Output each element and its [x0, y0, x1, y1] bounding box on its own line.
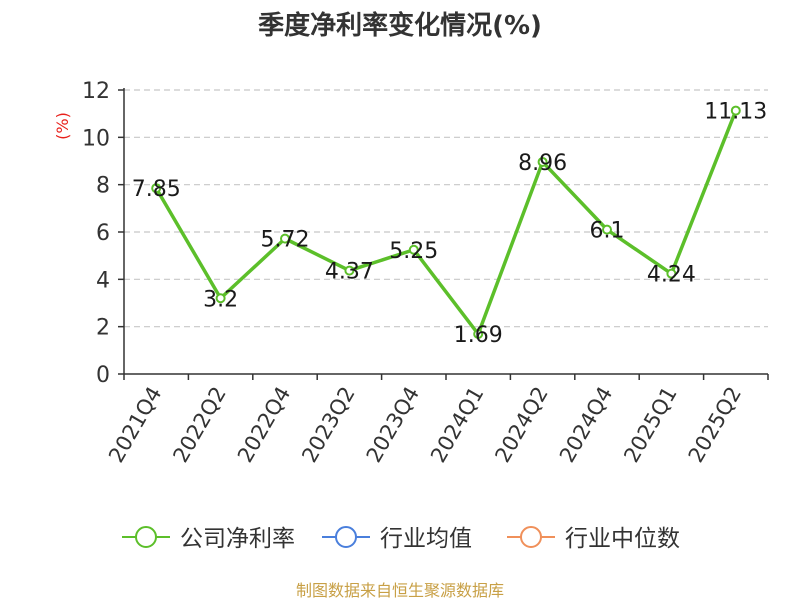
x-tick-label: 2023Q2 [297, 383, 359, 467]
data-point [602, 224, 612, 235]
data-label: 4.24 [647, 263, 696, 288]
x-tick-label: 2024Q4 [555, 383, 617, 467]
x-tick-label: 2025Q1 [619, 383, 681, 467]
data-point [473, 329, 484, 340]
legend-circle-marker [335, 526, 357, 548]
data-label: 7.85 [132, 177, 181, 202]
x-tick-label: 2022Q4 [233, 383, 295, 467]
y-tick-label: 12 [82, 79, 110, 104]
y-tick-label: 6 [96, 221, 110, 246]
data-point [537, 156, 548, 167]
data-label: 4.37 [325, 260, 374, 285]
legend-item-company[interactable]: 公司净利率 [122, 526, 295, 552]
legend-label: 行业均值 [380, 526, 472, 552]
legend-label: 公司净利率 [180, 526, 295, 552]
data-point [730, 105, 741, 116]
source-note: 制图数据来自恒生聚源数据库 [296, 581, 504, 600]
legend-item-industry-median[interactable]: 行业中位数 [507, 526, 680, 552]
series-line-company [154, 109, 738, 336]
x-tick-label: 2025Q2 [684, 383, 746, 467]
data-label: 1.69 [454, 323, 503, 348]
data-point [344, 265, 355, 276]
y-tick-label: 2 [96, 316, 110, 341]
data-label: 3.2 [203, 287, 238, 312]
x-tick-label: 2021Q4 [104, 383, 166, 467]
data-point [408, 244, 419, 255]
x-tick-label: 2024Q1 [426, 383, 488, 467]
x-tick-label: 2022Q2 [168, 383, 230, 467]
x-tick-label: 2023Q4 [362, 383, 424, 467]
data-label: 6.1 [590, 219, 625, 244]
data-point [666, 268, 677, 279]
data-labels: 7.85 3.2 5.72 4.37 5.25 1.69 8.96 6.1 4.24 11.13 [132, 100, 768, 348]
chart-title: 季度净利率变化情况(%) [258, 10, 542, 41]
data-label: 8.96 [518, 151, 567, 176]
data-label: 11.13 [704, 100, 767, 125]
y-tick-label: 4 [96, 268, 110, 293]
data-label: 5.72 [261, 228, 310, 253]
data-label: 5.25 [389, 239, 438, 264]
data-point [215, 293, 226, 304]
legend-item-industry-avg[interactable]: 行业均值 [322, 526, 472, 552]
legend-circle-marker [520, 526, 542, 548]
y-tick-label: 10 [82, 126, 110, 151]
legend-label: 行业中位数 [565, 526, 680, 552]
x-tick-label: 2024Q2 [490, 383, 552, 467]
data-point [151, 183, 162, 194]
y-axis-label: (%) [53, 112, 72, 140]
y-tick-label: 0 [96, 363, 110, 388]
gridlines [124, 89, 768, 328]
legend-circle-marker [135, 526, 157, 548]
y-tick-label: 8 [96, 174, 110, 199]
data-point [280, 233, 290, 244]
series-layer [151, 105, 741, 340]
legend: 公司净利率 行业均值 行业中位数 [122, 526, 680, 552]
